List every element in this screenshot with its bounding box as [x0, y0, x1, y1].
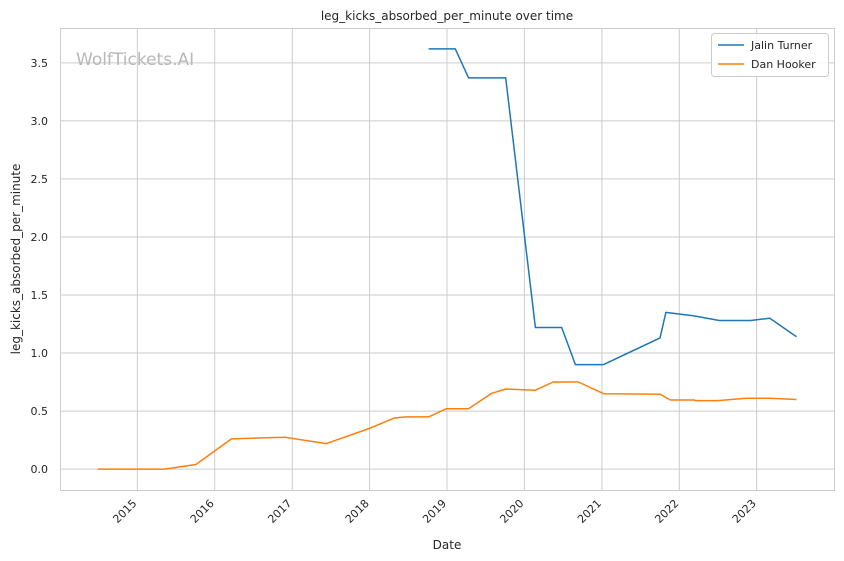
y-tick-label: 0.5: [31, 405, 49, 418]
y-tick-label: 1.5: [31, 289, 49, 302]
grid-lines: [60, 28, 834, 490]
y-tick-label: 3.0: [31, 115, 49, 128]
y-tick-label: 0.0: [31, 463, 49, 476]
series-line-jalin-turner: [428, 48, 797, 366]
chart-title: leg_kicks_absorbed_per_minute over time: [321, 9, 573, 23]
y-tick-label: 3.5: [31, 57, 49, 70]
y-tick-label: 2.0: [31, 231, 49, 244]
x-axis-label: Date: [433, 538, 462, 552]
y-tick-label: 1.0: [31, 347, 49, 360]
legend-label-dan-hooker: Dan Hooker: [751, 58, 816, 71]
series-line-dan-hooker: [97, 381, 797, 470]
y-axis-label: leg_kicks_absorbed_per_minute: [9, 164, 23, 355]
series-layer: [97, 48, 797, 470]
plot-frame: [60, 28, 835, 491]
y-tick-label: 2.5: [31, 173, 49, 186]
legend: Jalin Turner Dan Hooker: [711, 33, 829, 77]
legend-label-jalin-turner: Jalin Turner: [750, 39, 813, 52]
watermark: WolfTickets.AI: [76, 50, 194, 70]
